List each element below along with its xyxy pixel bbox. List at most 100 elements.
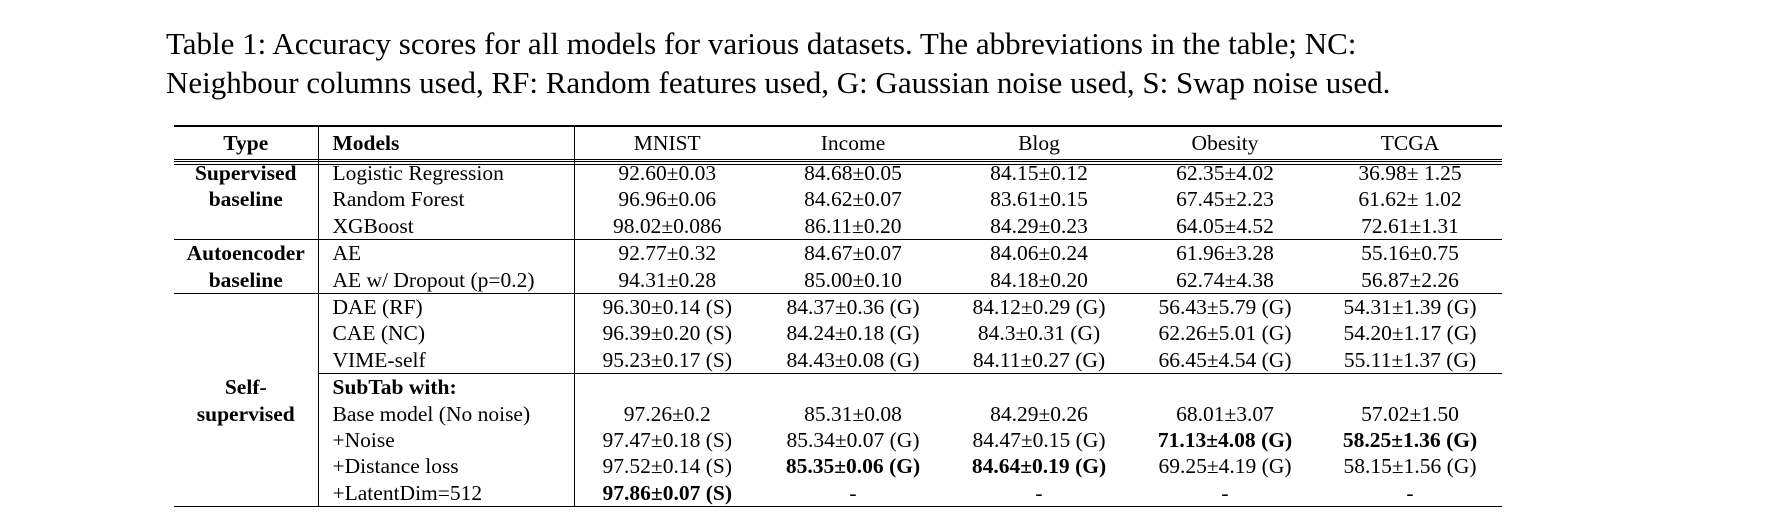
- table-row: CAE (NC) 96.39±0.20 (S) 84.24±0.18 (G) 84.3…: [174, 320, 1502, 347]
- score-cell: -: [760, 480, 946, 506]
- score-cell: 95.23±0.17 (S): [574, 347, 760, 374]
- score-cell: -: [1132, 480, 1318, 506]
- noise-type: (G): [1075, 295, 1106, 320]
- table-row: +Distance loss 97.52±0.14 (S) 85.35±0.06 (…: [174, 453, 1502, 480]
- score-cell: 97.86±0.07 (S): [574, 480, 760, 506]
- score-value: 85.35±0.06: [785, 454, 884, 479]
- column-header: TCGA: [1318, 127, 1502, 160]
- score-cell: -: [1318, 480, 1502, 506]
- score-value: 61.62± 1.02: [1358, 187, 1462, 212]
- group-type-cell: supervised: [174, 400, 319, 428]
- score-value: 84.67±0.07: [804, 241, 902, 266]
- subtab-header-row: Self- SubTab with:: [174, 373, 1502, 401]
- model-name: VIME-self: [332, 347, 426, 372]
- score-cell: 98.02±0.086: [574, 213, 760, 240]
- score-value: 84.68±0.05: [804, 161, 902, 185]
- column-header-label: Models: [332, 131, 400, 155]
- score-value: 62.26±5.01: [1158, 321, 1257, 346]
- score-value: 84.62±0.07: [804, 187, 902, 212]
- model-name: CAE (NC): [332, 321, 426, 346]
- score-cell: 84.29±0.23: [946, 213, 1132, 240]
- score-value: 94.31±0.28: [618, 267, 717, 292]
- score-value: 98.02±0.086: [612, 213, 722, 238]
- noise-type: (S): [705, 454, 732, 479]
- score-cell: 86.11±0.20: [760, 213, 946, 240]
- score-value: 92.60±0.03: [618, 161, 717, 185]
- column-header-label: Income: [820, 131, 886, 155]
- score-cell: 54.20±1.17 (G): [1318, 320, 1502, 346]
- score-cell: 62.26±5.01 (G): [1132, 320, 1318, 346]
- score-value: 84.29±0.23: [990, 213, 1088, 238]
- score-value: 86.11±0.20: [804, 213, 902, 238]
- score-cell: 54.31±1.39 (G): [1318, 293, 1502, 321]
- score-cell: 97.26±0.2: [574, 401, 760, 427]
- score-cell: 69.25±4.19 (G): [1132, 453, 1318, 479]
- score-cell: 84.37±0.36 (G): [760, 293, 946, 321]
- model-name-cell: VIME-self: [318, 346, 575, 374]
- noise-type: (G): [1261, 454, 1292, 479]
- group-type-label: Self-: [224, 375, 267, 399]
- subtab-label-cell: SubTab with:: [318, 373, 575, 401]
- score-value: 58.15±1.56: [1343, 454, 1442, 479]
- table-row: Autoencoder AE 92.77±0.32 84.67±0.07 84.06±0…: [174, 239, 1502, 267]
- score-value: 97.47±0.18: [602, 428, 701, 453]
- score-value: 96.39±0.20: [602, 321, 701, 346]
- group-type-cell: [174, 293, 319, 321]
- table-row: VIME-self 95.23±0.17 (S) 84.43±0.08 (G) 84.…: [174, 346, 1502, 374]
- score-value: 85.34±0.07: [786, 428, 885, 453]
- caption-line-1: Table 1: Accuracy scores for all models …: [166, 26, 1357, 61]
- group-type-cell: baseline: [174, 266, 319, 294]
- column-header-label: Obesity: [1191, 131, 1259, 155]
- score-cell: 84.12±0.29 (G): [946, 293, 1132, 321]
- group-type-cell: Autoencoder: [174, 239, 319, 267]
- score-value: 85.31±0.08: [804, 401, 902, 426]
- group-type-cell: [174, 212, 319, 240]
- score-value: 64.05±4.52: [1176, 213, 1274, 238]
- column-header-label: Type: [223, 131, 269, 155]
- table-row: Supervised Logistic Regression 92.60±0.03 8…: [174, 159, 1502, 187]
- table-row: supervised Base model (No noise) 97.26±0.2…: [174, 400, 1502, 428]
- model-name: +LatentDim=512: [332, 480, 483, 505]
- noise-type: (G): [889, 295, 920, 320]
- score-value: 84.18±0.20: [990, 267, 1088, 292]
- model-name: Random Forest: [332, 187, 465, 212]
- score-value: 56.87±2.26: [1361, 267, 1459, 292]
- model-name-cell: +LatentDim=512: [318, 479, 575, 507]
- score-value: 92.77±0.32: [618, 241, 717, 266]
- group-type-label: Autoencoder: [186, 241, 305, 266]
- score-cell: 96.96±0.06: [574, 186, 760, 212]
- score-cell: 84.29±0.26: [946, 401, 1132, 427]
- column-header: Type: [174, 127, 319, 160]
- score-cell: 71.13±4.08 (G): [1132, 427, 1318, 453]
- noise-type: (G): [889, 321, 920, 346]
- score-value: -: [1035, 480, 1043, 505]
- model-name-cell: CAE (NC): [318, 320, 575, 347]
- column-header: MNIST: [574, 127, 760, 160]
- noise-type: (S): [705, 321, 732, 346]
- score-value: 96.30±0.14: [602, 295, 701, 320]
- column-header: Income: [760, 127, 946, 160]
- model-name: Logistic Regression: [332, 161, 504, 185]
- table-row: baseline AE w/ Dropout (p=0.2) 94.31±0.28 8…: [174, 266, 1502, 294]
- results-table-body: Type Models MNIST Income Blog Obesity TCGA Supe…: [174, 127, 1502, 507]
- score-cell: 56.87±2.26: [1318, 267, 1502, 294]
- column-header: Blog: [946, 127, 1132, 160]
- model-name: +Noise: [332, 428, 395, 453]
- score-cell: 84.62±0.07: [760, 186, 946, 212]
- noise-type: (G): [889, 454, 921, 479]
- score-cell: 55.16±0.75: [1318, 239, 1502, 267]
- score-value: 36.98± 1.25: [1358, 161, 1462, 185]
- score-cell: 92.60±0.03: [574, 159, 760, 187]
- score-value: 83.61±0.15: [990, 187, 1088, 212]
- score-value: 58.25±1.36: [1342, 428, 1441, 453]
- score-value: 97.52±0.14: [602, 454, 701, 479]
- score-value: -: [1406, 480, 1414, 505]
- model-name-cell: +Distance loss: [318, 453, 575, 480]
- score-value: 55.11±1.37: [1343, 347, 1441, 372]
- column-header-label: MNIST: [633, 131, 701, 155]
- score-cell: 64.05±4.52: [1132, 213, 1318, 240]
- empty-cell: [946, 373, 1132, 401]
- empty-cell: [1318, 373, 1502, 401]
- model-name-cell: XGBoost: [318, 212, 575, 240]
- score-value: 57.02±1.50: [1361, 401, 1459, 426]
